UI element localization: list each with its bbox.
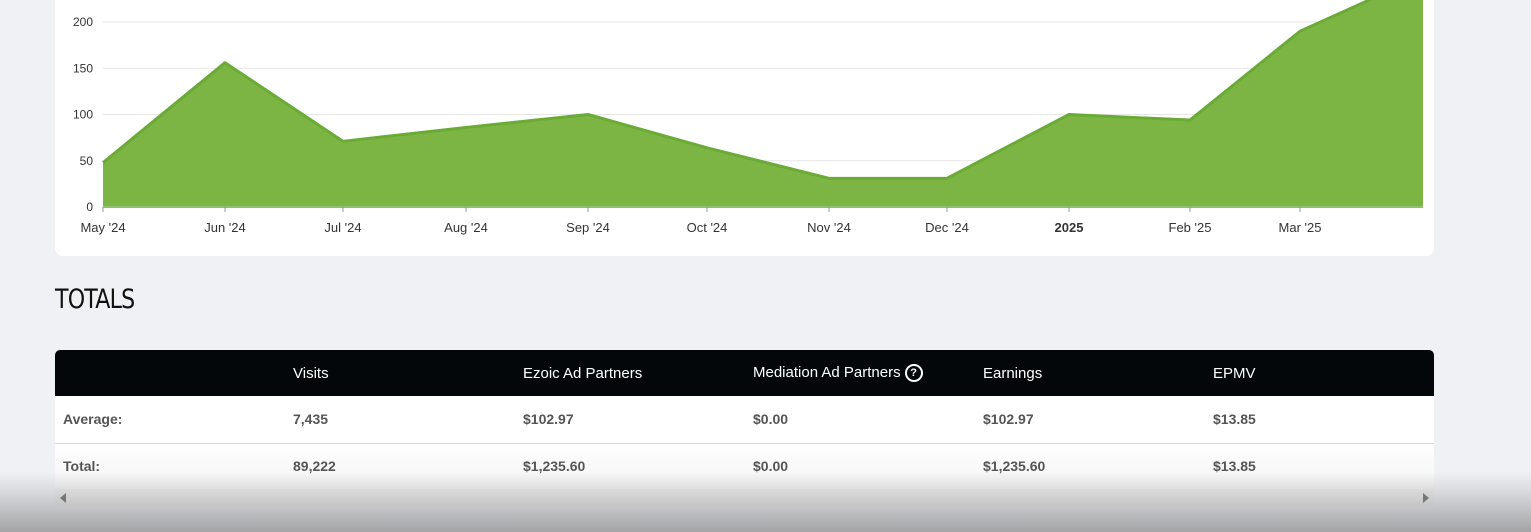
y-tick-label: 50 (80, 154, 94, 168)
table-cell: $102.97 (523, 411, 574, 428)
horizontal-scrollbar[interactable] (55, 489, 1434, 506)
column-header-mediation-ad-partners[interactable]: Mediation Ad Partners? (745, 350, 975, 396)
table-header-row: Visits Ezoic Ad Partners Mediation Ad Pa… (55, 350, 1434, 396)
totals-table: Visits Ezoic Ad Partners Mediation Ad Pa… (55, 350, 1434, 489)
x-tick-label: Dec '24 (925, 220, 969, 235)
y-tick-label: 100 (73, 108, 93, 122)
totals-title: TOTALS (55, 284, 135, 315)
table-cell: $1,235.60 (523, 458, 586, 475)
table-cell: $13.85 (1213, 411, 1256, 428)
scroll-left-arrow-icon[interactable] (60, 493, 66, 503)
table-cell: 89,222 (293, 458, 336, 475)
table-cell: $13.85 (1213, 458, 1256, 475)
table-cell: $102.97 (983, 411, 1034, 428)
table-cell: 7,435 (293, 411, 329, 428)
table-cell: Average: (63, 411, 123, 428)
column-header-epmv[interactable]: EPMV (1213, 364, 1256, 382)
y-tick-label: 200 (73, 15, 93, 29)
x-tick-label: Mar '25 (1279, 220, 1322, 235)
x-tick-label: Jun '24 (204, 220, 246, 235)
x-tick-label: Aug '24 (444, 220, 488, 235)
column-header-label (55, 350, 285, 396)
table-cell: Total: (63, 458, 101, 475)
x-tick-label: Oct '24 (687, 220, 728, 235)
series-line (102, 0, 1373, 180)
x-tick-label: 2025 (1055, 220, 1084, 235)
help-icon[interactable]: ? (904, 364, 923, 382)
table-cell: $0.00 (753, 411, 789, 428)
totals-table-wrapper: Visits Ezoic Ad Partners Mediation Ad Pa… (55, 350, 1434, 489)
earnings-area-chart: 0 50 100 150 200 May '24 Jun '24 Jul '24 Aug '24… (73, 0, 1423, 235)
y-tick-label: 150 (73, 61, 93, 75)
y-tick-label: 0 (86, 200, 93, 214)
x-tick-label: Sep '24 (566, 220, 610, 235)
column-header-ezoic-ad-partners[interactable]: Ezoic Ad Partners (523, 364, 643, 382)
area-fill (103, 0, 1423, 207)
table-cell: $0.00 (753, 458, 789, 475)
x-tick-label: Nov '24 (807, 220, 851, 235)
column-header-visits[interactable]: Visits (293, 364, 329, 382)
table-row-total: Total: 89,222 $1,235.60 $0.00 $1,235.60 … (55, 443, 1434, 489)
x-tick-label: May '24 (80, 220, 125, 235)
column-header-mediation-label: Mediation Ad Partners (753, 364, 901, 381)
x-tick-label: Jul '24 (324, 220, 361, 235)
x-tick-label: Feb '25 (1169, 220, 1212, 235)
table-row-average: Average: 7,435 $102.97 $0.00 $102.97 $13… (55, 396, 1434, 443)
column-header-earnings[interactable]: Earnings (983, 364, 1043, 382)
table-cell: $1,235.60 (983, 458, 1046, 475)
chart-card: 0 50 100 150 200 May '24 Jun '24 Jul '24 Aug '24… (55, 0, 1434, 256)
scroll-right-arrow-icon[interactable] (1423, 493, 1429, 503)
